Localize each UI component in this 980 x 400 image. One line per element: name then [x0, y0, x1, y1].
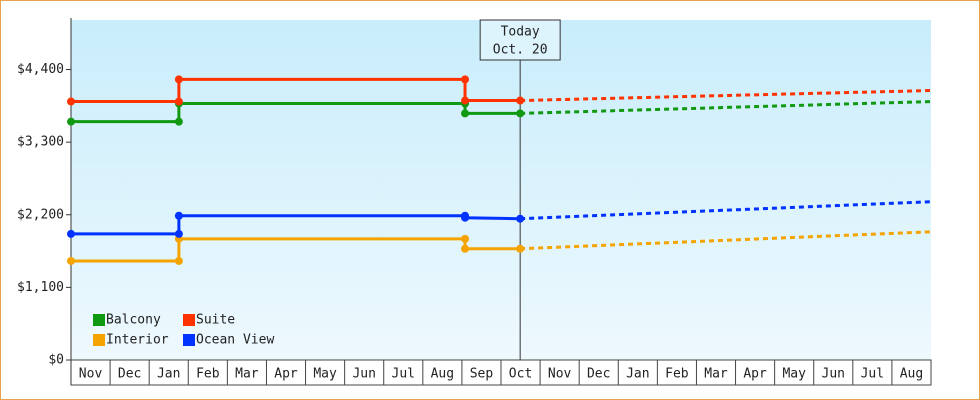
legend-label: Ocean View — [196, 333, 274, 348]
point — [461, 213, 470, 222]
y-tick-label: $1,100 — [17, 280, 64, 295]
today-label: Oct. 20 — [493, 43, 548, 58]
point — [174, 229, 183, 238]
x-tick-label: Jun — [352, 367, 375, 382]
forecast-line — [520, 230, 932, 251]
series-line — [71, 214, 521, 236]
x-tick-label: Aug — [900, 367, 923, 382]
x-tick-label: May — [313, 367, 337, 382]
legend-swatch — [183, 334, 195, 346]
point — [174, 75, 183, 84]
x-tick-label: Dec — [118, 367, 141, 382]
today-box — [479, 19, 561, 61]
x-tick-label: Apr — [743, 367, 767, 382]
x-tick-label: Jul — [392, 367, 415, 382]
point — [516, 244, 525, 253]
series-line — [71, 77, 521, 104]
x-tick-label: Aug — [431, 367, 454, 382]
y-tick-label: $4,400 — [17, 62, 64, 77]
point — [174, 117, 183, 126]
point — [516, 96, 525, 105]
x-tick-label: Nov — [548, 367, 572, 382]
y-tick-label: $0 — [48, 353, 64, 368]
x-tick-label: Mar — [235, 367, 259, 382]
forecast-line — [520, 89, 932, 103]
point — [516, 214, 525, 223]
today-label: Today — [501, 25, 540, 40]
point — [461, 244, 470, 253]
x-tick-label: Oct — [509, 367, 532, 382]
x-tick-label: Jan — [626, 367, 649, 382]
x-tick-label: Feb — [196, 367, 220, 382]
x-tick-label: Sep — [470, 367, 494, 382]
x-tick-label: Feb — [665, 367, 689, 382]
x-tick-label: Apr — [274, 367, 298, 382]
point — [461, 109, 470, 118]
legend-label: Suite — [196, 313, 235, 328]
legend-label: Balcony — [106, 313, 161, 328]
series-line — [71, 237, 521, 263]
legend-swatch — [93, 314, 105, 326]
point — [516, 109, 525, 118]
y-tick-label: $3,300 — [17, 135, 64, 150]
point — [461, 234, 470, 243]
point — [174, 211, 183, 220]
x-tick-label: Mar — [704, 367, 728, 382]
point — [174, 97, 183, 106]
point — [174, 256, 183, 265]
point — [67, 97, 75, 106]
forecast-line — [520, 200, 932, 221]
point — [461, 96, 470, 105]
legend-swatch — [183, 314, 195, 326]
x-tick-label: Nov — [79, 367, 103, 382]
x-tick-label: Jun — [822, 367, 845, 382]
forecast-line — [520, 100, 932, 115]
point — [461, 75, 470, 84]
x-tick-label: May — [782, 367, 806, 382]
x-tick-label: Jul — [861, 367, 884, 382]
y-tick-label: $2,200 — [17, 207, 64, 222]
point — [67, 256, 75, 265]
point — [67, 229, 75, 238]
x-tick-label: Dec — [587, 367, 610, 382]
legend-label: Interior — [106, 333, 169, 348]
point — [67, 117, 75, 126]
series-line — [71, 102, 521, 124]
x-tick-label: Jan — [157, 367, 180, 382]
legend-swatch — [93, 334, 105, 346]
plot-area — [71, 20, 931, 360]
